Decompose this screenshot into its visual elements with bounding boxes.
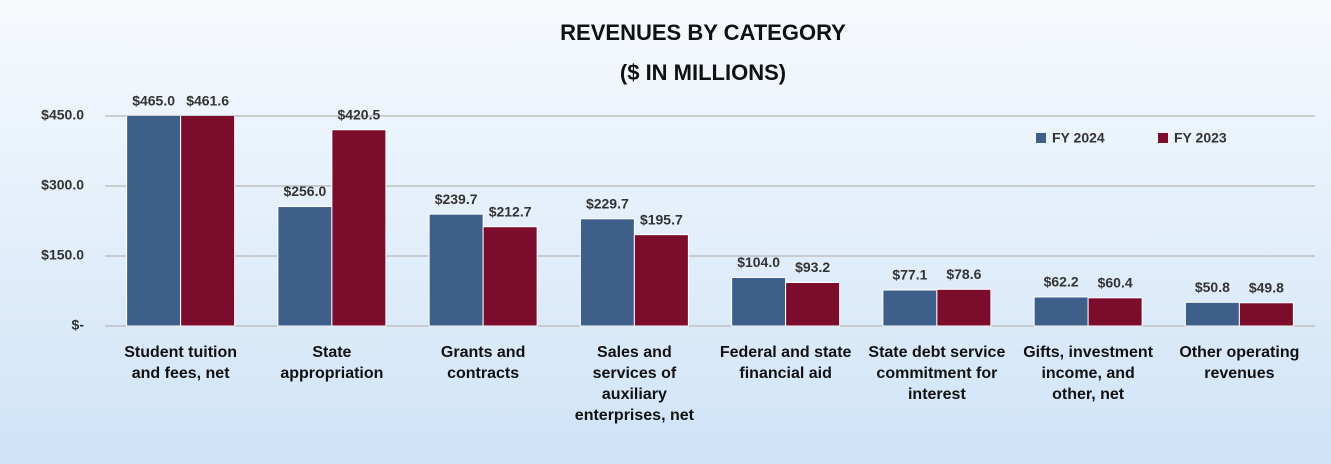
value-label: $93.2 bbox=[795, 259, 830, 275]
legend-label: FY 2024 bbox=[1052, 130, 1105, 146]
y-tick-label: $450.0 bbox=[41, 107, 84, 123]
bar bbox=[482, 226, 538, 327]
value-label: $212.7 bbox=[489, 203, 532, 219]
bar bbox=[882, 289, 938, 327]
bar bbox=[331, 129, 387, 327]
value-label: $420.5 bbox=[337, 106, 380, 122]
y-tick-label: $- bbox=[72, 317, 85, 333]
value-label: $77.1 bbox=[892, 267, 927, 283]
value-label: $50.8 bbox=[1195, 279, 1230, 295]
x-tick-label: Federal and state financial aid bbox=[719, 344, 852, 382]
x-tick-label: Gifts, investment income, and other, net bbox=[1023, 344, 1154, 403]
x-tick-label: Grants and contracts bbox=[440, 344, 526, 382]
bar bbox=[731, 276, 787, 327]
value-label: $461.6 bbox=[186, 93, 229, 109]
bar bbox=[1033, 296, 1089, 327]
value-label: $239.7 bbox=[435, 191, 478, 207]
value-label: $229.7 bbox=[586, 196, 629, 212]
bar bbox=[579, 218, 635, 327]
x-tick-label: Other operating revenues bbox=[1179, 344, 1300, 382]
value-label: $78.6 bbox=[946, 266, 981, 282]
legend-label: FY 2023 bbox=[1174, 130, 1227, 146]
legend-swatch bbox=[1158, 133, 1168, 143]
bar bbox=[428, 213, 484, 327]
value-label: $195.7 bbox=[640, 211, 683, 227]
bar bbox=[126, 116, 182, 327]
x-tick-label: Sales and services of auxiliary enterpri… bbox=[574, 344, 694, 424]
y-tick-label: $300.0 bbox=[41, 177, 84, 193]
value-label: $49.8 bbox=[1249, 279, 1284, 295]
bars bbox=[126, 116, 1294, 327]
chart-subtitle: ($ IN MILLIONS) bbox=[620, 60, 786, 85]
bar bbox=[180, 116, 236, 327]
value-label: $62.2 bbox=[1044, 274, 1079, 290]
value-label: $104.0 bbox=[737, 254, 780, 270]
bar bbox=[936, 288, 992, 327]
bar bbox=[633, 234, 689, 327]
value-label: $256.0 bbox=[283, 183, 326, 199]
y-tick-label: $150.0 bbox=[41, 247, 84, 263]
bar bbox=[1238, 302, 1294, 327]
legend-swatch bbox=[1036, 133, 1046, 143]
bar bbox=[1184, 301, 1240, 327]
bar bbox=[277, 206, 333, 327]
x-tick-label: State debt service commitment for intere… bbox=[868, 344, 1006, 403]
chart-title: REVENUES BY CATEGORY bbox=[560, 20, 846, 45]
value-label: $60.4 bbox=[1098, 275, 1133, 291]
x-tick-label: Student tuition and fees, net bbox=[124, 344, 238, 382]
bar bbox=[1087, 297, 1143, 327]
bar bbox=[785, 282, 841, 327]
value-label: $465.0 bbox=[132, 93, 175, 109]
x-tick-label: State appropriation bbox=[280, 344, 384, 382]
